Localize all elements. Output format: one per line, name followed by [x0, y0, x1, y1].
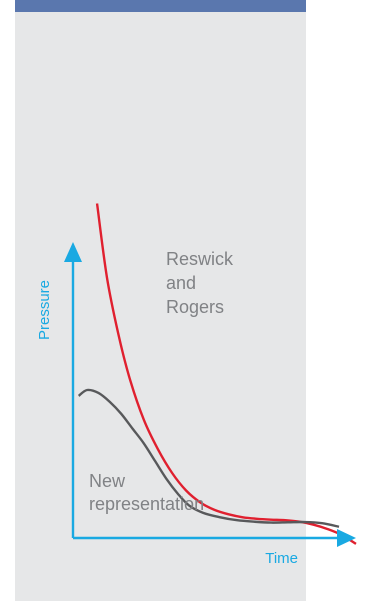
reswick-label-line-2: and — [166, 273, 196, 293]
y-axis-arrowhead — [64, 242, 82, 262]
new-representation-annotation: New representation — [89, 471, 204, 514]
chart-panel — [15, 12, 306, 601]
x-axis-arrowhead — [337, 529, 356, 547]
new-representation-label-line-1: New — [89, 471, 126, 491]
series-line-reswick-and-rogers — [95, 203, 357, 545]
y-axis-label: Pressure — [36, 280, 53, 340]
series-group — [77, 203, 357, 545]
reswick-and-rogers-annotation: Reswick and Rogers — [166, 249, 234, 317]
new-representation-label-line-2: representation — [89, 494, 204, 514]
reswick-label-line-1: Reswick — [166, 249, 234, 269]
header-band — [15, 0, 306, 12]
series-line-new-representation — [77, 388, 340, 528]
x-axis-label: Time — [265, 550, 298, 567]
axes-group — [64, 242, 356, 547]
reswick-label-line-3: Rogers — [166, 297, 224, 317]
